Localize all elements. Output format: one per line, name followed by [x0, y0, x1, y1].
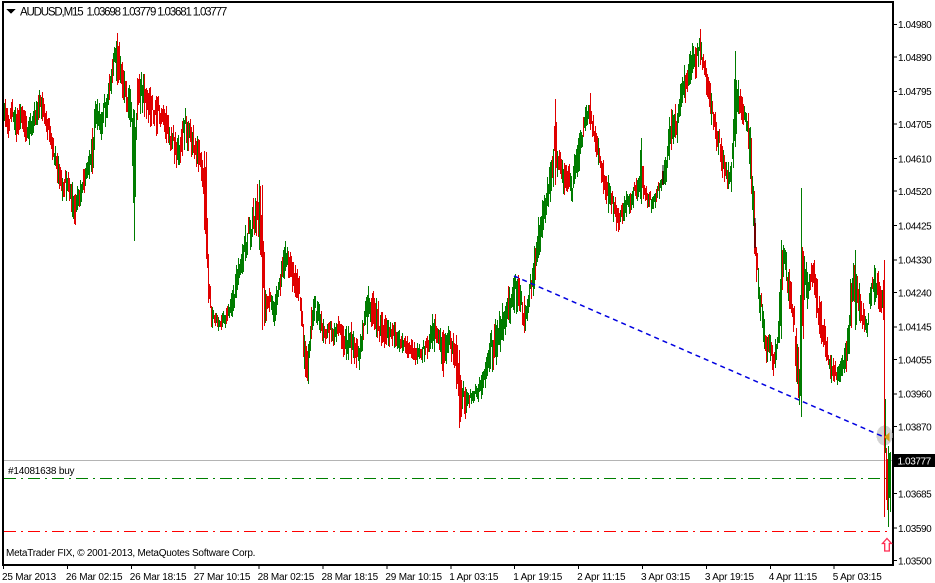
svg-text:1.03777: 1.03777 — [898, 456, 932, 467]
svg-text:1.04240: 1.04240 — [898, 288, 932, 299]
svg-text:29 Mar 10:15: 29 Mar 10:15 — [385, 572, 442, 583]
svg-text:28 Mar 02:15: 28 Mar 02:15 — [258, 572, 315, 583]
svg-text:1.04610: 1.04610 — [898, 154, 932, 165]
svg-text:1.04890: 1.04890 — [898, 53, 932, 64]
svg-text:#14081638 buy: #14081638 buy — [8, 466, 75, 477]
svg-text:1.04145: 1.04145 — [898, 323, 932, 334]
svg-text:MetaTrader FIX, © 2001-2013, M: MetaTrader FIX, © 2001-2013, MetaQuotes … — [6, 548, 255, 559]
svg-text:1 Apr 03:15: 1 Apr 03:15 — [449, 572, 499, 583]
svg-text:25 Mar 2013: 25 Mar 2013 — [2, 572, 57, 583]
svg-text:1.03500: 1.03500 — [898, 556, 932, 567]
svg-text:5 Apr 03:15: 5 Apr 03:15 — [833, 572, 883, 583]
svg-text:26 Mar 18:15: 26 Mar 18:15 — [130, 572, 187, 583]
svg-text:1 Apr 19:15: 1 Apr 19:15 — [513, 572, 563, 583]
svg-text:1.04705: 1.04705 — [898, 120, 932, 131]
svg-text:4 Apr 11:15: 4 Apr 11:15 — [769, 572, 818, 583]
svg-text:27 Mar 10:15: 27 Mar 10:15 — [194, 572, 251, 583]
svg-text:1.04425: 1.04425 — [898, 221, 932, 232]
svg-text:AUDUSD,M15 1.03698 1.03779 1.: AUDUSD,M15 1.03698 1.03779 1.03681 1.037… — [20, 7, 227, 19]
svg-text:1.04520: 1.04520 — [898, 187, 932, 198]
svg-text:26 Mar 02:15: 26 Mar 02:15 — [66, 572, 123, 583]
svg-text:1.04795: 1.04795 — [898, 87, 932, 98]
svg-text:3 Apr 03:15: 3 Apr 03:15 — [641, 572, 691, 583]
svg-text:1.04980: 1.04980 — [898, 20, 932, 31]
svg-text:1.03685: 1.03685 — [898, 489, 932, 500]
svg-text:1.03960: 1.03960 — [898, 390, 932, 401]
svg-text:1.04055: 1.04055 — [898, 355, 932, 366]
svg-text:28 Mar 18:15: 28 Mar 18:15 — [322, 572, 379, 583]
svg-text:1.04330: 1.04330 — [898, 256, 932, 267]
svg-text:2 Apr 11:15: 2 Apr 11:15 — [577, 572, 626, 583]
svg-text:1.03590: 1.03590 — [898, 524, 932, 535]
svg-text:3 Apr 19:15: 3 Apr 19:15 — [705, 572, 755, 583]
svg-text:1.03870: 1.03870 — [898, 422, 932, 433]
